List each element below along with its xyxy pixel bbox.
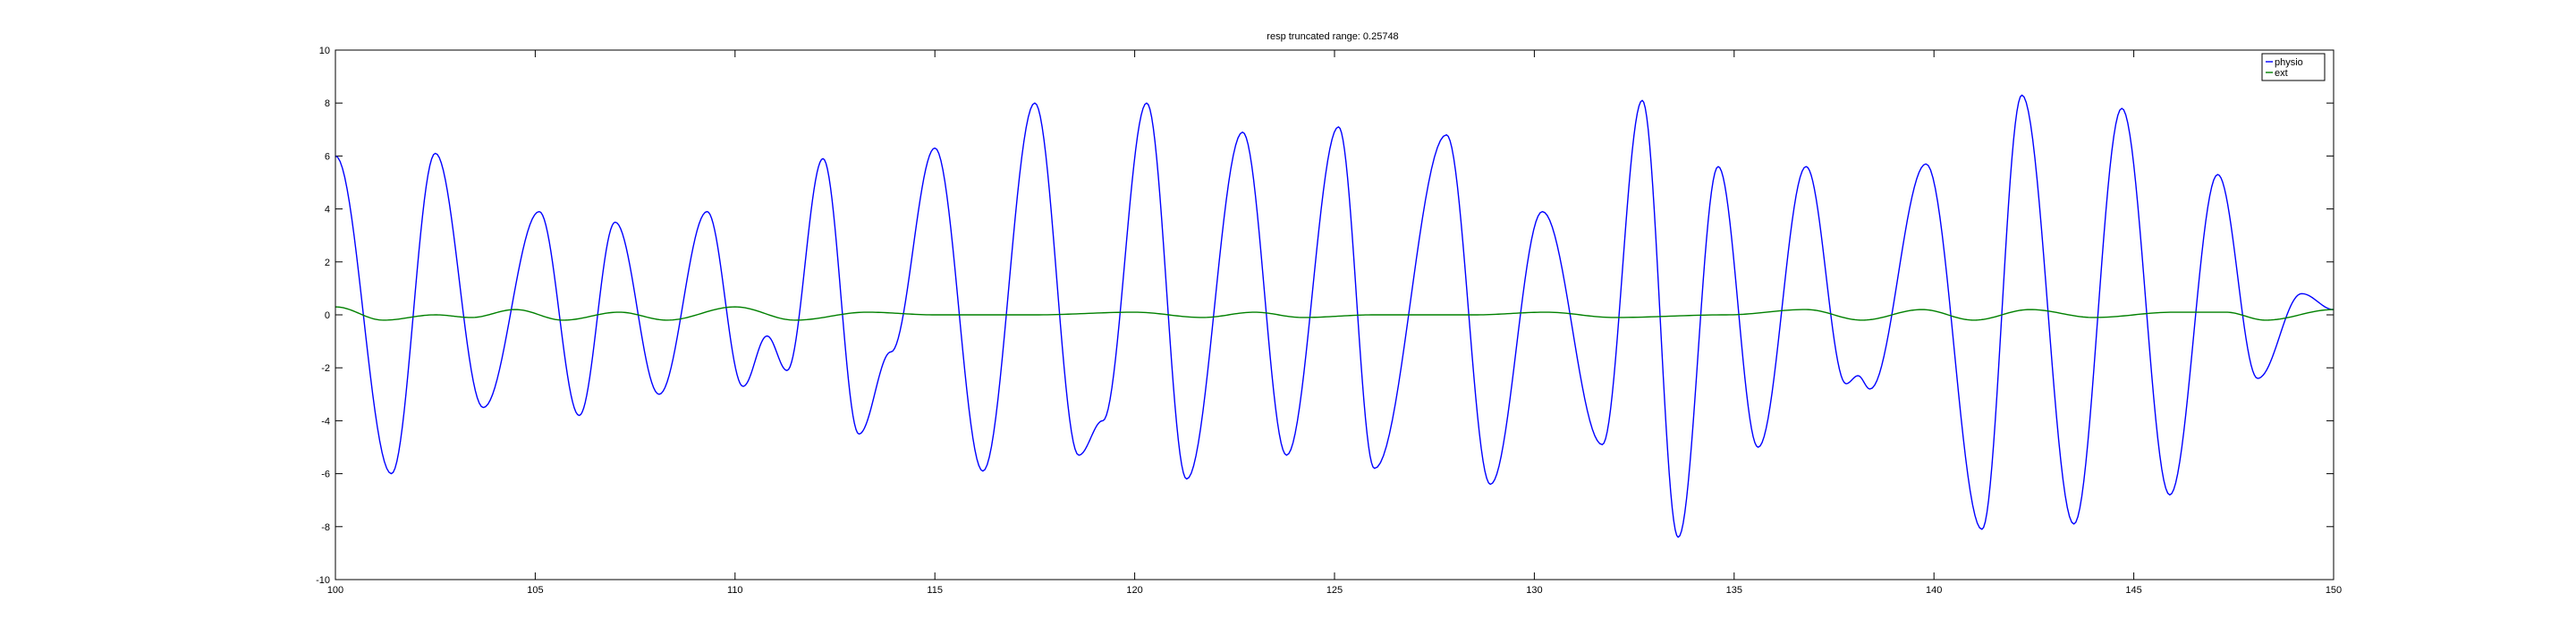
y-tick-label: 0 bbox=[325, 310, 330, 321]
x-tick-label: 145 bbox=[2125, 585, 2141, 596]
x-tick-label: 120 bbox=[1126, 585, 1142, 596]
x-tick-label: 135 bbox=[1726, 585, 1742, 596]
y-tick-label: -8 bbox=[321, 522, 330, 533]
y-tick-label: -10 bbox=[316, 575, 330, 586]
y-tick-label: 2 bbox=[325, 258, 330, 268]
x-tick-label: 105 bbox=[527, 585, 543, 596]
series-line-physio bbox=[335, 94, 2334, 538]
y-tick-label: 8 bbox=[325, 98, 330, 109]
y-tick-label: 6 bbox=[325, 151, 330, 162]
plot-area bbox=[335, 50, 2334, 580]
x-tick-label: 130 bbox=[1526, 585, 1542, 596]
y-tick-label: 4 bbox=[325, 205, 330, 216]
x-tick-label: 150 bbox=[2326, 585, 2342, 596]
axis-tick-labels: 100 105 110 115 120 125 130 135 140 145 150-10-8-6… bbox=[316, 46, 2342, 596]
legend-box bbox=[2261, 53, 2326, 81]
y-tick-label: -4 bbox=[321, 416, 330, 427]
series-line-ext bbox=[335, 306, 2334, 321]
x-tick-label: 110 bbox=[727, 585, 743, 596]
y-tick-label: 10 bbox=[319, 46, 330, 56]
y-tick-label: -6 bbox=[321, 470, 330, 480]
legend-label-physio: physio bbox=[2275, 57, 2303, 68]
axes-box bbox=[335, 49, 2334, 580]
legend-label-ext: ext bbox=[2275, 68, 2288, 79]
y-tick-label: -2 bbox=[321, 363, 330, 374]
x-tick-label: 125 bbox=[1326, 585, 1343, 596]
series-layer bbox=[335, 94, 2334, 538]
x-tick-label: 115 bbox=[927, 585, 943, 596]
x-tick-label: 100 bbox=[327, 585, 343, 596]
chart-title: resp truncated range: 0.25748 bbox=[1267, 31, 1398, 42]
x-tick-label: 140 bbox=[1926, 585, 1942, 596]
